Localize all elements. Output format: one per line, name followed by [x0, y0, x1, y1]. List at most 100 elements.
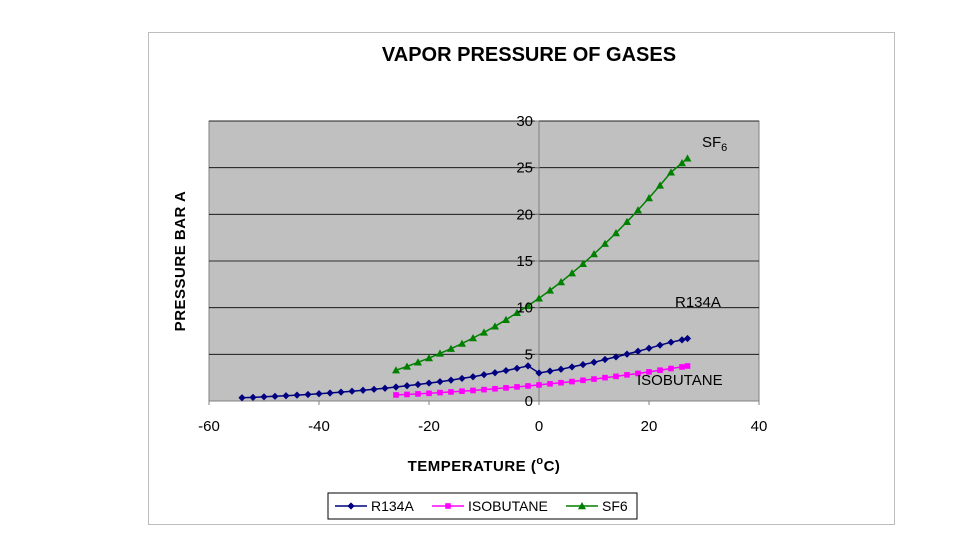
data-point-isobutane-3	[426, 390, 432, 397]
data-point-r134a-21	[469, 373, 477, 381]
data-point-r134a-14	[392, 383, 400, 391]
x-tick-label-4: 20	[641, 418, 658, 435]
annotations: SF6 R134A ISOBUTANE	[637, 134, 727, 389]
data-point-sf6-0	[392, 366, 400, 374]
data-point-isobutane-2	[415, 391, 421, 397]
data-point-r134a-34	[612, 353, 620, 361]
data-point-isobutane-18	[591, 376, 597, 382]
y-tick-label-1: 5	[525, 346, 533, 363]
data-point-r134a-11	[359, 386, 367, 394]
legend-label-r134a: R134A	[371, 498, 414, 514]
data-point-sf6-27	[683, 154, 692, 162]
legend-marker-sf6	[578, 502, 586, 510]
y-tick-label-4: 20	[516, 206, 533, 223]
legend-items: R134A ISOBUTANE SF6	[335, 498, 628, 514]
data-point-sf6-12	[524, 301, 532, 309]
data-point-r134a-41	[683, 334, 692, 343]
plot-area: 0 5 10 15 20 25 30 -60 -40 -20 0 20 40	[198, 113, 767, 435]
data-point-sf6-26	[678, 159, 686, 167]
data-point-r134a-35	[623, 350, 631, 358]
data-point-sf6-2	[414, 358, 422, 366]
x-axis-title-unit: C)	[544, 458, 561, 475]
y-tick-label-3: 15	[516, 253, 533, 270]
x-tick-label-5: 40	[751, 418, 768, 435]
legend-item-r134a: R134A	[335, 498, 414, 514]
data-point-sf6-3	[425, 354, 433, 362]
series-sf6	[392, 154, 692, 374]
data-point-r134a-39	[667, 338, 675, 346]
legend: R134A ISOBUTANE SF6	[327, 492, 638, 520]
axes	[208, 120, 760, 405]
data-point-r134a-18	[436, 378, 444, 386]
legend-item-isobutane: ISOBUTANE	[432, 498, 548, 514]
data-point-r134a-12	[370, 385, 378, 393]
x-axis-title: TEMPERATURE (oC)	[408, 455, 561, 475]
data-point-isobutane-17	[580, 377, 586, 384]
data-point-r134a-38	[656, 341, 664, 349]
data-point-isobutane-23	[646, 369, 652, 375]
data-point-r134a-15	[403, 382, 411, 390]
data-point-r134a-13	[381, 384, 389, 392]
data-point-sf6-7	[469, 334, 477, 342]
y-tick-label-5: 25	[516, 160, 533, 177]
data-point-r134a-4	[282, 392, 290, 400]
data-point-sf6-18	[590, 250, 598, 258]
data-point-r134a-2	[260, 393, 268, 401]
series-line-isobutane	[395, 365, 688, 396]
data-point-sf6-5	[447, 344, 455, 352]
data-point-isobutane-9	[492, 385, 498, 392]
data-point-isobutane-19	[602, 374, 608, 381]
chart-title: VAPOR PRESSURE OF GASES	[382, 44, 676, 66]
data-point-isobutane-11	[514, 384, 520, 390]
data-point-r134a-3	[271, 392, 279, 400]
chart-svg: VAPOR PRESSURE OF GASES 0 5 10 15 20 25 30 -60 -…	[172, 44, 767, 520]
data-point-isobutane-12	[525, 383, 531, 389]
data-point-isobutane-6	[459, 388, 465, 394]
data-point-r134a-9	[337, 388, 345, 396]
data-point-sf6-13	[535, 294, 543, 302]
x-tick-label-0: -60	[198, 418, 220, 435]
data-point-sf6-21	[623, 217, 631, 225]
data-point-isobutane-8	[481, 386, 487, 393]
data-point-r134a-5	[293, 391, 301, 399]
data-point-isobutane-1	[404, 391, 410, 398]
data-point-r134a-31	[579, 361, 587, 369]
data-point-r134a-6	[304, 390, 312, 399]
data-point-sf6-8	[480, 328, 488, 336]
x-tick-label-1: -40	[308, 418, 330, 435]
data-point-r134a-1	[249, 393, 257, 401]
data-point-r134a-8	[326, 389, 334, 397]
data-point-r134a-19	[447, 376, 455, 384]
legend-label-isobutane: ISOBUTANE	[468, 498, 548, 514]
legend-marker-isobutane	[445, 503, 451, 509]
data-point-isobutane-16	[569, 378, 575, 385]
data-point-r134a-23	[491, 369, 499, 377]
chart-frame: VAPOR PRESSURE OF GASES 0 5 10 15 20 25 30 -60 -…	[148, 32, 895, 525]
y-tick-label-0: 0	[525, 393, 533, 410]
data-point-isobutane-20	[613, 373, 619, 380]
data-point-sf6-6	[458, 339, 466, 347]
legend-marker-r134a	[347, 502, 355, 510]
data-point-isobutane-26	[679, 364, 685, 370]
data-point-r134a-0	[238, 394, 246, 402]
data-point-sf6-19	[601, 239, 609, 247]
legend-item-sf6: SF6	[566, 498, 628, 514]
legend-label-sf6: SF6	[602, 498, 628, 514]
series-r134a	[238, 334, 692, 402]
data-point-sf6-24	[656, 181, 664, 189]
data-point-sf6-17	[579, 259, 587, 267]
data-point-r134a-27	[535, 369, 543, 377]
data-point-sf6-22	[634, 206, 642, 214]
data-point-r134a-7	[315, 390, 323, 398]
data-point-r134a-40	[678, 336, 686, 344]
annotation-r134a: R134A	[675, 294, 721, 311]
data-point-sf6-14	[546, 286, 554, 294]
data-point-sf6-4	[436, 349, 444, 357]
data-point-isobutane-22	[635, 370, 641, 377]
data-point-r134a-37	[645, 344, 653, 352]
data-point-r134a-16	[414, 380, 422, 389]
data-point-sf6-20	[612, 229, 620, 237]
data-point-isobutane-15	[558, 379, 564, 386]
data-point-r134a-30	[568, 363, 576, 371]
data-point-sf6-23	[645, 194, 653, 202]
